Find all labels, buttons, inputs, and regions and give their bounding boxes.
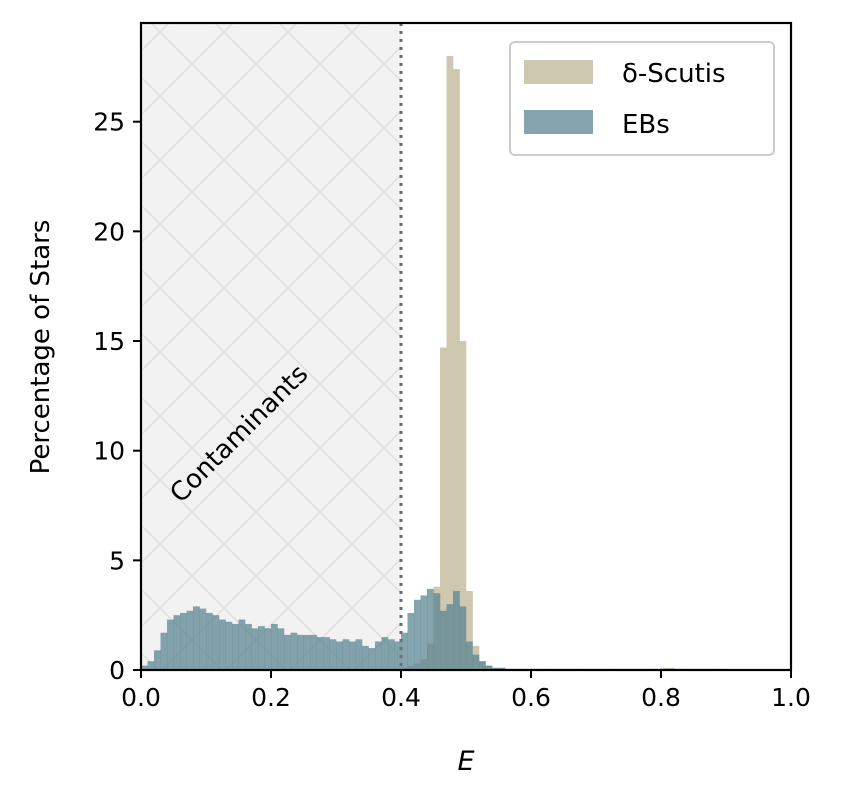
y-tick-label: 5 [109,546,125,575]
x-tick-label: 1.0 [771,683,811,712]
ebs-bar [459,606,467,670]
ebs-bar [329,639,337,670]
ebs-bar [245,623,252,670]
ebs-bar [147,661,155,670]
ebs-bar [206,612,213,670]
ebs-bar [349,641,356,670]
ebs-bar [479,661,486,670]
delta-scutis-bar [453,69,460,670]
ebs-bar [180,612,187,670]
ebs-bar [368,648,376,670]
ebs-bar [310,634,317,670]
ebs-bar [271,623,278,670]
ebs-bar [336,641,343,670]
ebs-bar [342,639,350,670]
ebs-bar [427,588,434,670]
x-tick-label: 0.8 [641,683,681,712]
ebs-bar [323,637,330,670]
bars-layer [141,55,727,670]
delta-scutis-bar [459,341,467,670]
ebs-bar [394,641,402,670]
y-tick-label: 10 [93,437,125,466]
legend-swatch-ebs [524,110,593,134]
delta-scutis-bar [440,347,447,670]
ebs-bar [362,645,369,670]
ebs-bar [440,610,447,670]
x-tick-label: 0.0 [121,683,161,712]
ebs-bar [219,619,226,670]
x-tick-label: 0.6 [511,683,551,712]
y-axis-ticks: 0 5 10 15 20 25 [93,108,141,685]
ebs-bar [414,599,421,670]
y-tick-label: 0 [109,656,125,685]
x-tick-label: 0.4 [381,683,421,712]
y-axis-label: Percentage of Stars [26,220,56,475]
ebs-bar [420,595,428,670]
legend-swatch-delta-scutis [524,60,593,84]
x-axis-ticks: 0.0 0.2 0.4 0.6 0.8 1.0 [121,670,811,712]
ebs-bar [258,626,265,670]
ebs-bar [388,639,395,670]
ebs-bar [355,639,363,670]
x-axis-label: E [457,746,474,777]
ebs-bar [407,612,415,670]
ebs-bar [238,619,246,670]
legend-label-ebs: EBs [622,110,670,140]
ebs-bar [284,634,291,670]
ebs-bar [232,623,239,670]
y-tick-label: 15 [93,327,125,356]
y-tick-label: 25 [93,108,125,137]
ebs-bar [453,591,460,670]
delta-scutis-bar [466,591,473,670]
ebs-bar [277,628,285,670]
ebs-bar [264,628,272,670]
ebs-bar [251,628,259,670]
ebs-bar [193,606,200,670]
legend: δ-Scutis EBs [509,41,775,156]
ebs-bar [199,608,207,670]
ebs-bar [401,632,408,670]
ebs-bar [433,593,441,670]
ebs-bar [466,641,473,670]
x-tick-label: 0.2 [251,683,291,712]
ebs-bar [485,665,493,670]
delta-scutis-bar [446,55,454,670]
ebs-bar [290,632,298,670]
y-tick-label: 20 [93,217,125,246]
ebs-bar [472,654,480,670]
ebs-bar [375,641,382,670]
ebs-bar [446,604,454,670]
ebs-bar [303,634,311,670]
ebs-bar [154,650,161,670]
ebs-bar [186,610,194,670]
ebs-bar [167,619,174,670]
ebs-bar [381,637,389,670]
ebs-bar [212,615,220,670]
ebs-bar [160,632,168,670]
ebs-bar [141,665,148,670]
contaminant-region-hatch [141,23,401,670]
ebs-bar [316,637,324,670]
contaminant-region [141,23,401,670]
ebs-bar [225,621,233,670]
axes-frame [139,21,793,672]
ebs-bar [173,615,181,670]
ebs-bar [297,634,304,670]
legend-label-delta-scutis: δ-Scutis [622,59,726,89]
